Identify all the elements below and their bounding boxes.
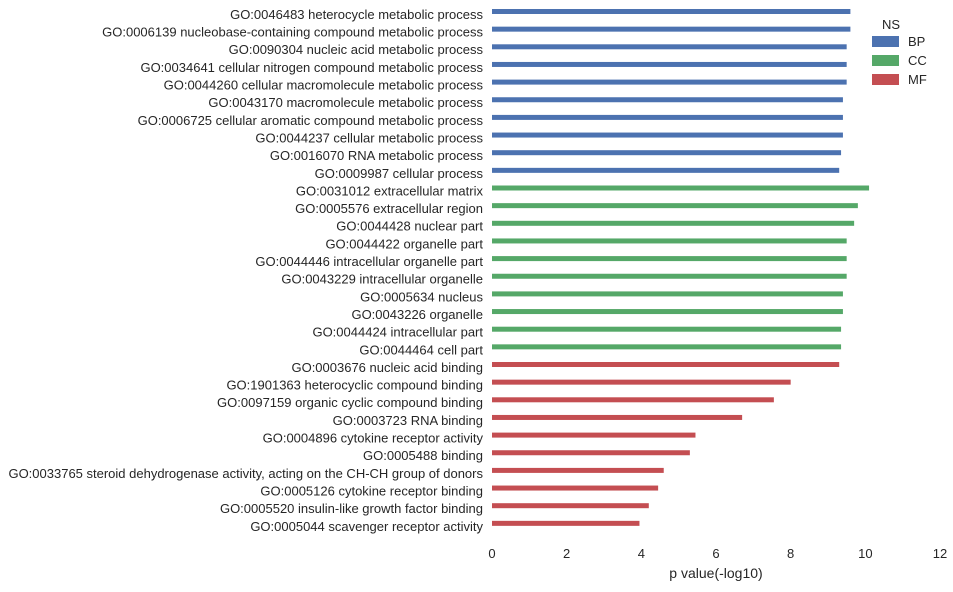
- bar: [492, 220, 855, 226]
- bar: [492, 414, 743, 420]
- legend-swatch: [872, 36, 899, 47]
- bar: [492, 26, 851, 32]
- x-tick-label: 0: [488, 546, 495, 561]
- x-axis-label: p value(-log10): [669, 565, 762, 581]
- bar: [492, 344, 842, 350]
- x-tick-label: 8: [787, 546, 794, 561]
- bar: [492, 362, 840, 367]
- category-label: GO:0097159 organic cyclic compound bindi…: [217, 395, 483, 410]
- legend: NS BP CC MF: [872, 17, 927, 87]
- category-label: GO:0033765 steroid dehydrogenase activit…: [8, 466, 483, 481]
- legend-title: NS: [882, 17, 900, 32]
- bar: [492, 44, 847, 50]
- category-label: GO:0006725 cellular aromatic compound me…: [138, 113, 484, 128]
- bar: [492, 256, 847, 262]
- bar: [492, 114, 843, 120]
- category-labels: GO:0046483 heterocycle metabolic process…: [8, 7, 483, 534]
- bar: [492, 273, 847, 279]
- bar: [492, 485, 659, 491]
- category-label: GO:0044237 cellular metabolic process: [255, 130, 483, 145]
- category-label: GO:0005520 insulin-like growth factor bi…: [220, 501, 483, 516]
- category-label: GO:0034641 cellular nitrogen compound me…: [140, 60, 483, 75]
- bar: [492, 379, 791, 385]
- legend-label: MF: [908, 72, 927, 87]
- category-label: GO:0044422 organelle part: [325, 236, 483, 251]
- bar: [492, 432, 696, 438]
- bar: [492, 167, 840, 173]
- bar: [492, 467, 664, 473]
- legend-label: CC: [908, 53, 927, 68]
- category-label: GO:0043170 macromolecule metabolic proce…: [208, 95, 483, 110]
- bar: [492, 203, 858, 209]
- bar: [492, 132, 843, 138]
- bar: [492, 326, 842, 332]
- category-label: GO:0005126 cytokine receptor binding: [260, 483, 483, 498]
- bar: [492, 97, 843, 103]
- category-label: GO:0005576 extracellular region: [295, 201, 483, 216]
- category-label: GO:0044428 nuclear part: [336, 219, 483, 234]
- x-axis-ticks: 0 2 4 6 8 10 12: [488, 546, 947, 561]
- x-tick-label: 4: [638, 546, 645, 561]
- bar: [492, 520, 640, 526]
- bar: [492, 150, 842, 156]
- bar: [492, 291, 843, 297]
- x-tick-label: 10: [858, 546, 872, 561]
- bar: [492, 185, 870, 191]
- category-label: GO:0009987 cellular process: [315, 166, 484, 181]
- category-label: GO:0044260 cellular macromolecule metabo…: [164, 78, 484, 93]
- bar: [492, 450, 690, 456]
- category-label: GO:0005634 nucleus: [360, 289, 483, 304]
- category-label: GO:0005488 binding: [363, 448, 483, 463]
- bars-layer: [492, 9, 870, 526]
- bar: [492, 9, 851, 14]
- bar: [492, 503, 649, 509]
- category-label: GO:1901363 heterocyclic compound binding: [226, 378, 483, 393]
- category-label: GO:0004896 cytokine receptor activity: [263, 431, 484, 446]
- category-label: GO:0005044 scavenger receptor activity: [250, 519, 483, 534]
- x-tick-label: 2: [563, 546, 570, 561]
- bar: [492, 238, 847, 244]
- x-tick-label: 6: [712, 546, 719, 561]
- category-label: GO:0043229 intracellular organelle: [281, 272, 483, 287]
- x-tick-label: 12: [933, 546, 947, 561]
- category-label: GO:0031012 extracellular matrix: [296, 183, 484, 198]
- category-label: GO:0016070 RNA metabolic process: [270, 148, 484, 163]
- category-label: GO:0044464 cell part: [359, 342, 483, 357]
- category-label: GO:0044446 intracellular organelle part: [255, 254, 483, 269]
- category-label: GO:0006139 nucleobase-containing compoun…: [102, 25, 483, 40]
- legend-swatch: [872, 55, 899, 66]
- bar: [492, 397, 774, 403]
- legend-label: BP: [908, 34, 925, 49]
- category-label: GO:0003723 RNA binding: [333, 413, 483, 428]
- category-label: GO:0090304 nucleic acid metabolic proces…: [229, 42, 484, 57]
- bar: [492, 309, 843, 315]
- category-label: GO:0003676 nucleic acid binding: [291, 360, 483, 375]
- category-label: GO:0043226 organelle: [351, 307, 483, 322]
- bar: [492, 61, 847, 67]
- bar: [492, 79, 847, 85]
- category-label: GO:0044424 intracellular part: [312, 325, 483, 340]
- category-label: GO:0046483 heterocycle metabolic process: [230, 7, 483, 22]
- legend-swatch: [872, 74, 899, 85]
